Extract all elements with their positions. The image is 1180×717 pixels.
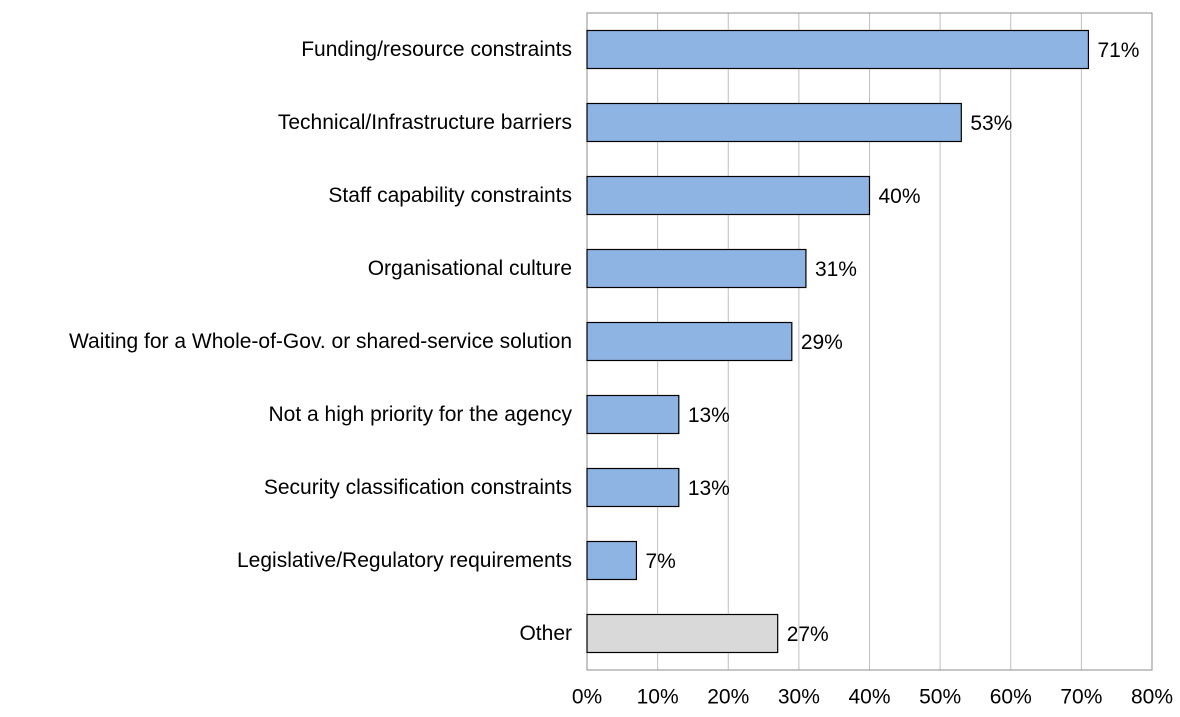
category-text: Not a high priority for the agency (268, 402, 573, 426)
category-label: Technical/Infrastructure barriers (278, 86, 572, 159)
category-text: Technical/Infrastructure barriers (277, 110, 572, 134)
category-text: Legislative/Regulatory requirements (236, 548, 572, 572)
category-label: Not a high priority for the agency (269, 378, 573, 451)
bar (586, 102, 962, 143)
bar (586, 175, 871, 216)
bar (586, 540, 638, 581)
x-tick-label: 80% (1131, 686, 1173, 709)
data-label: 40% (879, 185, 921, 208)
x-tick-label: 60% (990, 686, 1032, 709)
bar (586, 394, 680, 435)
category-text: Waiting for a Whole-of-Gov. or shared-se… (68, 329, 572, 353)
bar (586, 613, 779, 654)
x-tick-label: 10% (637, 686, 679, 709)
bar (586, 321, 793, 362)
category-label: Security classification constraints (264, 451, 572, 524)
category-text: Funding/resource constraints (301, 37, 572, 61)
data-label: 53% (970, 112, 1012, 135)
bar (586, 467, 680, 508)
data-label: 31% (815, 258, 857, 281)
x-tick-label: 0% (572, 686, 602, 709)
x-tick-label: 20% (707, 686, 749, 709)
category-label: Other (519, 597, 572, 670)
category-label: Waiting for a Whole-of-Gov. or shared-se… (69, 305, 572, 378)
category-label: Organisational culture (368, 232, 572, 305)
x-tick-label: 40% (848, 686, 890, 709)
data-label: 13% (688, 404, 730, 427)
category-label: Legislative/Regulatory requirements (237, 524, 572, 597)
data-label: 13% (688, 477, 730, 500)
category-label: Funding/resource constraints (301, 13, 572, 86)
category-text: Staff capability constraints (328, 183, 572, 207)
data-label: 7% (645, 550, 675, 573)
category-label: Staff capability constraints (328, 159, 572, 232)
bar (586, 29, 1090, 70)
data-label: 29% (801, 331, 843, 354)
category-text: Other (519, 621, 572, 645)
bar (586, 248, 807, 289)
category-text: Organisational culture (367, 256, 572, 280)
x-tick-label: 70% (1060, 686, 1102, 709)
x-tick-label: 30% (778, 686, 820, 709)
category-text: Security classification constraints (263, 475, 572, 499)
data-label: 71% (1097, 39, 1139, 62)
data-label: 27% (787, 623, 829, 646)
x-tick-label: 50% (919, 686, 961, 709)
